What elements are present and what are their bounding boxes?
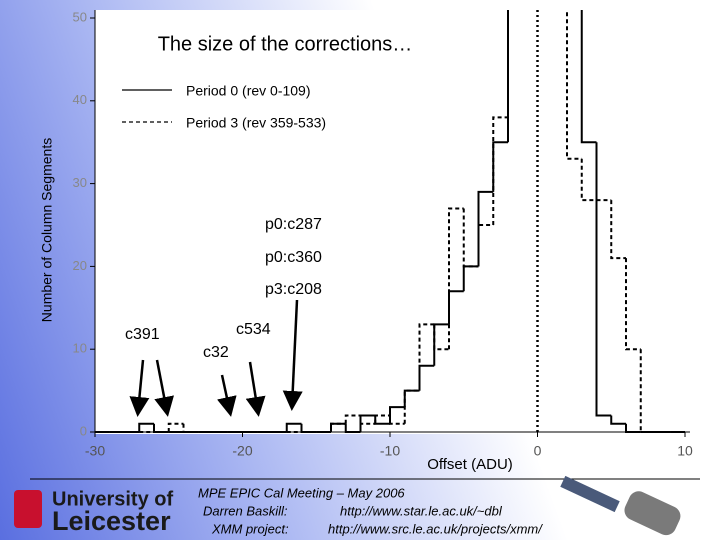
y-tick-label: 40: [73, 92, 87, 107]
logo-shield: [14, 490, 42, 528]
footer-project-url: http://www.src.le.ac.uk/projects/xmm/: [328, 521, 543, 536]
legend-label: Period 0 (rev 0-109): [186, 83, 311, 99]
chart-title: The size of the corrections…: [158, 33, 413, 55]
x-axis-title: Offset (ADU): [427, 456, 513, 473]
histogram-step: [492, 116, 508, 225]
annotation: p0:c360: [265, 249, 322, 266]
annotation: c391: [125, 326, 160, 343]
plot-area: [95, 10, 690, 434]
histogram-step: [448, 207, 464, 350]
logo-text: University of: [52, 488, 173, 510]
annotation: c32: [203, 344, 229, 361]
histogram-step: [374, 414, 390, 424]
histogram-step: [182, 423, 199, 433]
x-tick-label: -30: [85, 443, 105, 459]
histogram-step: [610, 200, 626, 260]
histogram-step: [462, 208, 479, 268]
annotation: p0:c287: [265, 216, 322, 233]
histogram-step: [285, 422, 302, 432]
annotation: p3:c208: [265, 281, 322, 298]
annotation-arrows: [129, 299, 303, 417]
histogram-step: [625, 258, 641, 351]
y-tick-label: 30: [73, 175, 87, 190]
x-tick-label: 10: [677, 443, 693, 459]
histogram-step: [403, 389, 420, 424]
histogram: [95, 10, 685, 433]
y-tick-label: 0: [80, 423, 87, 438]
histogram-step: [610, 415, 626, 425]
histogram-step: [330, 422, 346, 432]
histogram-step: [580, 158, 597, 202]
histogram-step: [580, 10, 597, 144]
histogram-step: [344, 414, 361, 424]
satellite-icon: [560, 475, 681, 536]
logo-text: Leicester: [52, 506, 171, 536]
footer-contact-url: http://www.star.le.ac.uk/~dbl: [340, 503, 503, 518]
x-tick-label: -20: [232, 443, 252, 459]
y-tick-label: 50: [73, 9, 87, 24]
annotation: c534: [236, 321, 271, 338]
histogram-step: [359, 415, 376, 425]
footer-contact-label: Darren Baskill:: [203, 503, 288, 518]
y-axis-title: Number of Column Segments: [39, 138, 55, 322]
histogram-step: [389, 415, 405, 425]
footer-project-label: XMM project:: [211, 521, 289, 536]
y-tick-label: 20: [73, 258, 87, 273]
legend-label: Period 3 (rev 359-533): [186, 115, 326, 131]
histogram-step: [138, 422, 154, 432]
histogram-step: [566, 10, 582, 160]
y-tick-label: 10: [73, 341, 87, 356]
x-tick-label: -10: [380, 443, 400, 459]
histogram-step: [433, 324, 449, 351]
histogram-step: [639, 349, 656, 433]
footer-meeting: MPE EPIC Cal Meeting – May 2006: [198, 485, 405, 500]
histogram-step: [595, 142, 612, 417]
x-tick-label: 0: [534, 443, 542, 459]
histogram-step: [418, 323, 435, 391]
histogram-step: [344, 423, 361, 433]
histogram-step: [477, 224, 494, 267]
histogram-step: [167, 422, 184, 432]
histogram-step: [625, 423, 641, 433]
